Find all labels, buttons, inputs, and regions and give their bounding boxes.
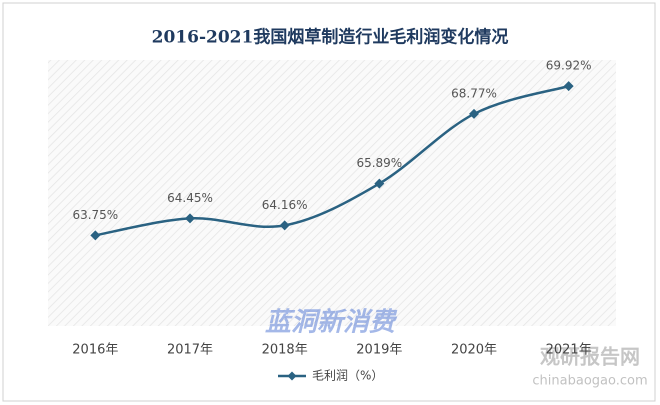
x-tick-label: 2021年 bbox=[546, 343, 592, 358]
data-label: 69.92% bbox=[546, 59, 592, 73]
watermark: 蓝洞新消费 bbox=[265, 308, 398, 338]
x-tick-label: 2019年 bbox=[356, 343, 402, 358]
watermark: chinabaogao.com bbox=[532, 374, 647, 389]
data-label: 68.77% bbox=[451, 86, 497, 100]
marker bbox=[563, 81, 574, 92]
marker bbox=[469, 108, 479, 119]
x-tick-label: 2020年 bbox=[451, 343, 497, 358]
chart-title: 2016-2021我国烟草制造行业毛利润变化情况 bbox=[152, 27, 509, 48]
marker bbox=[185, 213, 195, 224]
watermark: 观研报告网 bbox=[540, 345, 640, 369]
line bbox=[95, 84, 570, 237]
x-tick-label: 2017年 bbox=[167, 343, 213, 358]
legend-marker bbox=[287, 371, 297, 381]
plot-area bbox=[48, 60, 616, 326]
data-label: 64.45% bbox=[167, 191, 213, 205]
x-tick-label: 2018年 bbox=[262, 343, 308, 358]
x-tick-label: 2016年 bbox=[72, 343, 118, 358]
marker bbox=[279, 220, 290, 231]
legend-label: 毛利润（%） bbox=[312, 369, 383, 383]
marker bbox=[374, 178, 385, 189]
marker bbox=[90, 230, 101, 241]
data-label: 65.89% bbox=[356, 156, 402, 170]
data-label: 64.16% bbox=[262, 198, 308, 212]
data-label: 63.75% bbox=[72, 208, 118, 222]
